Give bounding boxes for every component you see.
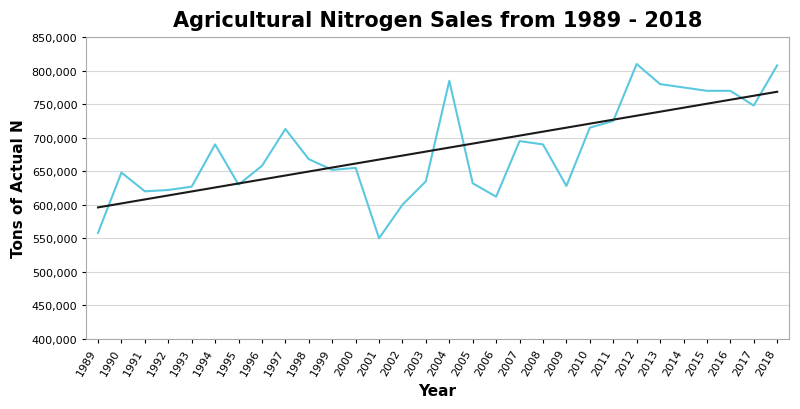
Y-axis label: Tons of Actual N: Tons of Actual N [11, 119, 26, 258]
X-axis label: Year: Year [418, 383, 457, 398]
Title: Agricultural Nitrogen Sales from 1989 - 2018: Agricultural Nitrogen Sales from 1989 - … [173, 11, 702, 31]
